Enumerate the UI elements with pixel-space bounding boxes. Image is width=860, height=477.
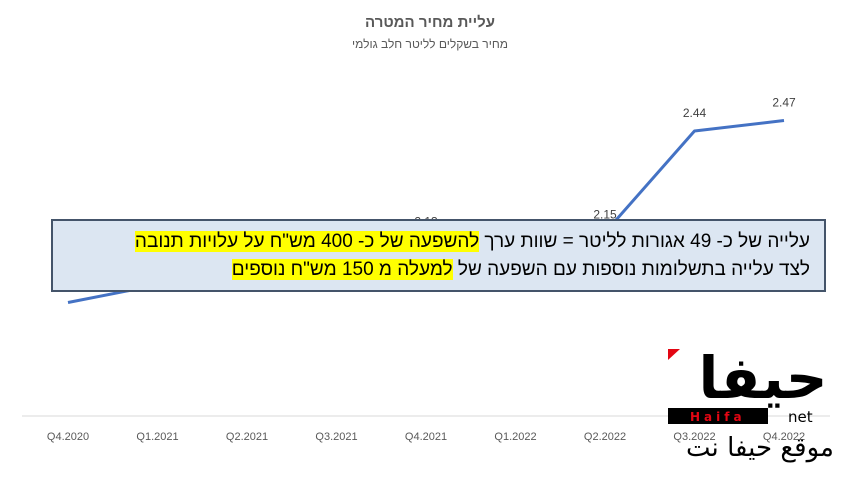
chart-subtitle: מחיר בשקלים לליטר חלב גולמי bbox=[352, 37, 508, 51]
logo-latin-text: Haifa bbox=[690, 410, 746, 424]
logo-net-text: net bbox=[788, 408, 813, 426]
x-tick-label: Q2.2022 bbox=[584, 431, 626, 443]
callout-line-1-text: עלייה של כ- 49 אגורות לליטר = שוות ערך bbox=[479, 231, 810, 252]
logo-tagline: موقع حيفا نت bbox=[686, 433, 834, 463]
annotation-callout: עלייה של כ- 49 אגורות לליטר = שוות ערך ל… bbox=[51, 219, 826, 292]
logo-main-text: حيفا bbox=[699, 346, 828, 412]
x-tick-label: Q4.2020 bbox=[47, 431, 89, 443]
x-tick-label: Q2.2021 bbox=[226, 431, 268, 443]
callout-line-1: עלייה של כ- 49 אגורות לליטר = שוות ערך ל… bbox=[63, 228, 810, 256]
chart-title: עליית מחיר המטרה bbox=[365, 14, 495, 31]
callout-line-1-highlight: להשפעה של כ- 400 מש"ח על עלויות תנובה bbox=[134, 231, 480, 252]
logo-black-bar bbox=[668, 408, 768, 424]
callout-line-2-text: לצד עלייה בתשלומות נוספות עם השפעה של bbox=[452, 259, 810, 280]
data-label: 2.15 bbox=[593, 208, 617, 222]
x-tick-label: Q1.2021 bbox=[136, 431, 178, 443]
x-tick-label: Q4.2022 bbox=[763, 431, 805, 443]
logo-red-accent bbox=[668, 349, 680, 360]
callout-line-2-highlight: למעלה מ 150 מש"ח נוספים bbox=[231, 259, 453, 280]
x-tick-label: Q1.2022 bbox=[494, 431, 536, 443]
callout-line-2: לצד עלייה בתשלומות נוספות עם השפעה של למ… bbox=[63, 256, 810, 284]
data-label: 2.47 bbox=[772, 96, 796, 110]
x-tick-label: Q4.2021 bbox=[405, 431, 447, 443]
x-tick-label: Q3.2022 bbox=[673, 431, 715, 443]
x-tick-label: Q3.2021 bbox=[315, 431, 357, 443]
data-label: 2.44 bbox=[683, 106, 707, 120]
haifa-net-logo: حيفا Haifa net موقع حيفا نت bbox=[668, 346, 834, 463]
